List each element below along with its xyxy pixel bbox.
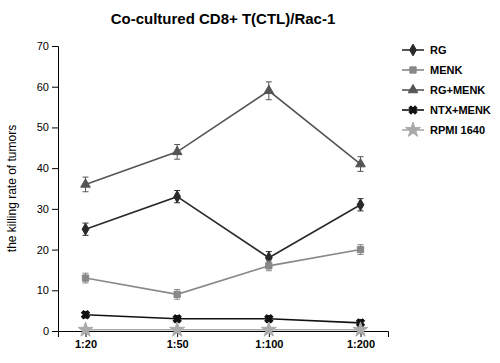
error-bar [358,245,364,255]
x-tick-label: 1:100 [255,338,283,350]
x-tick-label: 1:50 [167,338,189,350]
legend-item: MENK [402,64,462,76]
legend-marker [410,44,417,56]
marker [82,275,88,281]
series [82,191,364,264]
marker [356,159,366,167]
x-tick-label: 1:200 [347,338,375,350]
x-tick: 1:50 [167,331,189,350]
x-axis: 1:20 1:50 1:100 1:200 [59,331,389,350]
y-tick-mark [52,46,58,47]
legend-label: RPMI 1640 [430,124,485,136]
series [78,322,368,336]
x-tick: 1:200 [347,331,375,350]
y-axis-title: the killing rate of tumors [5,125,19,252]
marker [81,179,91,187]
y-tick-label: 60 [37,81,49,93]
legend: RG MENK RG+MENK NTX+MENK RPMI 1640 [402,44,491,137]
legend-marker [405,122,420,136]
y-tick: 10 [37,284,58,296]
legend-label: NTX+MENK [430,104,491,116]
legend-item: NTX+MENK [402,104,491,116]
legend-item: RG [402,44,447,56]
error-bar [266,261,272,271]
error-bar [358,199,364,211]
y-tick: 50 [37,121,58,133]
series [79,309,366,329]
y-tick-mark [52,250,58,251]
y-tick-mark [52,127,58,128]
legend-marker [407,104,419,116]
marker [357,246,363,252]
series-line [86,197,361,258]
marker [261,322,276,336]
error-bar [83,223,89,235]
marker [353,322,368,336]
y-tick-mark [52,168,58,169]
marker [82,223,89,235]
legend-label: RG [430,44,447,56]
y-tick-label: 10 [37,284,49,296]
marker [78,322,93,336]
series-line [86,329,361,331]
chart: 1:20 1:50 1:100 1:200 0 10 20 30 40 50 60 70 Co-cult… [0,0,500,363]
marker [170,322,185,336]
series [82,245,363,300]
y-tick-label: 50 [37,121,49,133]
y-tick: 30 [37,203,58,215]
y-tick-mark [52,290,58,291]
error-bar [174,191,180,203]
marker [79,309,91,321]
legend-label: MENK [430,64,462,76]
y-tick: 70 [37,40,58,52]
error-bar [174,289,180,299]
legend-item: RG+MENK [402,84,485,96]
y-tick: 0 [43,325,58,337]
marker [174,291,180,297]
y-tick-label: 40 [37,162,49,174]
title: Co-cultured CD8+ T(CTL)/Rac-1 [111,10,336,27]
x-tick: 1:100 [255,331,283,350]
y-tick-mark [52,87,58,88]
marker [357,199,364,211]
y-tick-label: 70 [37,40,49,52]
y-axis-line [52,47,59,332]
x-tick-label: 1:20 [75,338,97,350]
y-tick-mark [52,209,58,210]
marks [78,82,368,336]
marker [266,263,272,269]
series-line [86,91,361,185]
y-tick-label: 0 [43,325,49,337]
y-tick: 40 [37,162,58,174]
plot: 1:20 1:50 1:100 1:200 0 10 20 30 40 50 60 70 [37,40,389,350]
marker [174,191,181,203]
legend-marker [408,84,418,92]
legend-marker [410,67,416,73]
legend-label: RG+MENK [430,84,485,96]
y-tick-label: 20 [37,244,49,256]
marker [264,85,274,93]
x-axis-line [59,332,389,338]
series-line [86,315,361,323]
legend-item: RPMI 1640 [402,122,485,136]
marker [172,146,182,154]
y-tick: 60 [37,81,58,93]
y-axis: 0 10 20 30 40 50 60 70 [37,40,59,337]
y-tick-label: 30 [37,203,49,215]
y-tick: 20 [37,244,58,256]
x-tick: 1:20 [75,331,97,350]
series [81,82,366,192]
series-line [86,250,361,295]
error-bar [83,273,89,283]
y-tick-mark [52,331,58,332]
